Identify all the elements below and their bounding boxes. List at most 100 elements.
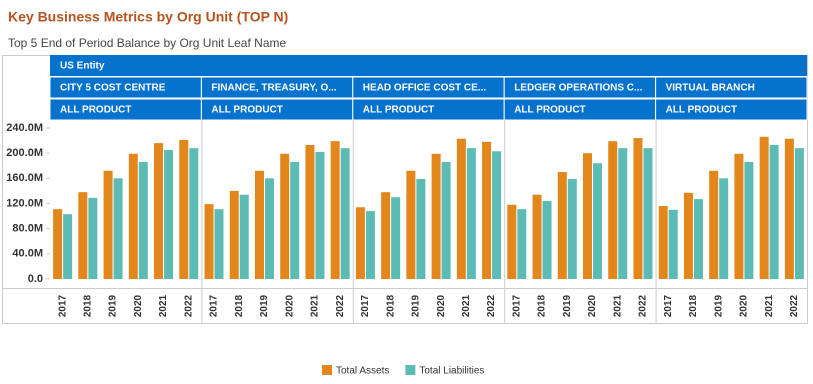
bar [214, 209, 224, 279]
bar [759, 136, 769, 279]
bar [128, 153, 138, 279]
x-tick-label: 2018 [537, 294, 548, 317]
y-tick-label: 240.0M [6, 122, 43, 134]
bar [456, 138, 466, 279]
panel-product: ALL PRODUCT [666, 105, 737, 116]
bar [103, 170, 113, 279]
bar [315, 151, 325, 279]
y-tick-label: 40.0M [12, 248, 43, 260]
x-tick-label: 2018 [82, 294, 93, 317]
bar [784, 138, 794, 279]
x-tick-label: 2019 [713, 294, 724, 317]
panel-label: VIRTUAL BRANCH [666, 83, 755, 94]
bar [658, 206, 668, 279]
chart-title: Key Business Metrics by Org Unit (TOP N) [8, 9, 288, 25]
bar [567, 178, 577, 279]
panel-product: ALL PRODUCT [60, 105, 131, 116]
bar [709, 170, 719, 279]
panel-product: ALL PRODUCT [514, 105, 585, 116]
panel-subheader [655, 98, 808, 121]
x-tick-label: 2017 [360, 294, 371, 317]
x-tick-label: 2017 [511, 294, 522, 317]
x-tick-label: 2018 [385, 294, 396, 317]
bar [668, 209, 678, 279]
chart-subtitle: Top 5 End of Period Balance by Org Unit … [8, 36, 286, 50]
bar [154, 143, 164, 279]
x-tick-label: 2020 [436, 294, 447, 317]
bar [381, 192, 391, 279]
bar [189, 148, 199, 279]
y-tick-label: 80.0M [12, 223, 43, 235]
bar [633, 138, 643, 279]
y-tick-label: 120.0M [6, 197, 43, 209]
bar [355, 207, 365, 279]
bar [557, 172, 567, 279]
bar [204, 204, 214, 279]
legend-swatch [405, 365, 416, 375]
x-tick-label: 2021 [158, 294, 169, 317]
x-tick-label: 2022 [335, 294, 346, 317]
bar [391, 197, 401, 279]
panel-product: ALL PRODUCT [363, 105, 434, 116]
bar [431, 153, 441, 279]
x-tick-label: 2019 [562, 294, 573, 317]
bar [280, 153, 290, 279]
x-tick-label: 2020 [587, 294, 598, 317]
bar [769, 144, 779, 279]
bar [290, 161, 300, 279]
bar [618, 148, 628, 279]
x-tick-label: 2017 [209, 294, 220, 317]
bar [507, 204, 517, 279]
x-tick-label: 2018 [688, 294, 699, 317]
bar [164, 150, 174, 279]
x-tick-label: 2022 [183, 294, 194, 317]
x-tick-label: 2021 [310, 294, 321, 317]
bar [330, 141, 340, 279]
panel-header [655, 76, 808, 99]
bar [305, 144, 315, 279]
x-tick-label: 2022 [789, 294, 800, 317]
y-tick-label: 160.0M [6, 172, 43, 184]
bar [340, 148, 350, 279]
bar [113, 178, 123, 279]
x-tick-label: 2022 [638, 294, 649, 317]
bar [683, 192, 693, 279]
legend-swatch [322, 365, 332, 375]
bar [492, 151, 502, 279]
bar [482, 141, 492, 279]
x-tick-label: 2017 [663, 294, 674, 317]
bar [593, 163, 603, 279]
bar [138, 161, 148, 279]
bar [365, 211, 375, 279]
bar [63, 214, 73, 279]
panel-label: FINANCE, TREASURY, O... [211, 83, 336, 94]
bar [583, 153, 593, 279]
x-tick-label: 2021 [461, 294, 472, 317]
legend-label: Total Liabilities [419, 366, 484, 377]
bar [229, 190, 239, 279]
x-tick-label: 2019 [411, 294, 422, 317]
x-tick-label: 2017 [57, 294, 68, 317]
bar [693, 199, 703, 279]
x-tick-label: 2022 [486, 294, 497, 317]
bar [608, 141, 618, 279]
bar [254, 170, 264, 279]
x-tick-label: 2021 [764, 294, 775, 317]
bar [179, 139, 189, 279]
bar [78, 192, 88, 279]
x-tick-label: 2019 [259, 294, 270, 317]
y-tick-label: 0.0 [28, 273, 43, 285]
bar [264, 178, 274, 279]
entity-header [50, 55, 807, 76]
panel-label: LEDGER OPERATIONS C... [514, 83, 642, 94]
panel-label: HEAD OFFICE COST CE... [363, 83, 487, 94]
bar [532, 194, 542, 279]
x-tick-label: 2018 [234, 294, 245, 317]
y-tick-label: 200.0M [6, 147, 43, 159]
bar [744, 161, 754, 279]
bar [441, 161, 451, 279]
bar [643, 148, 653, 279]
bar [466, 148, 476, 279]
